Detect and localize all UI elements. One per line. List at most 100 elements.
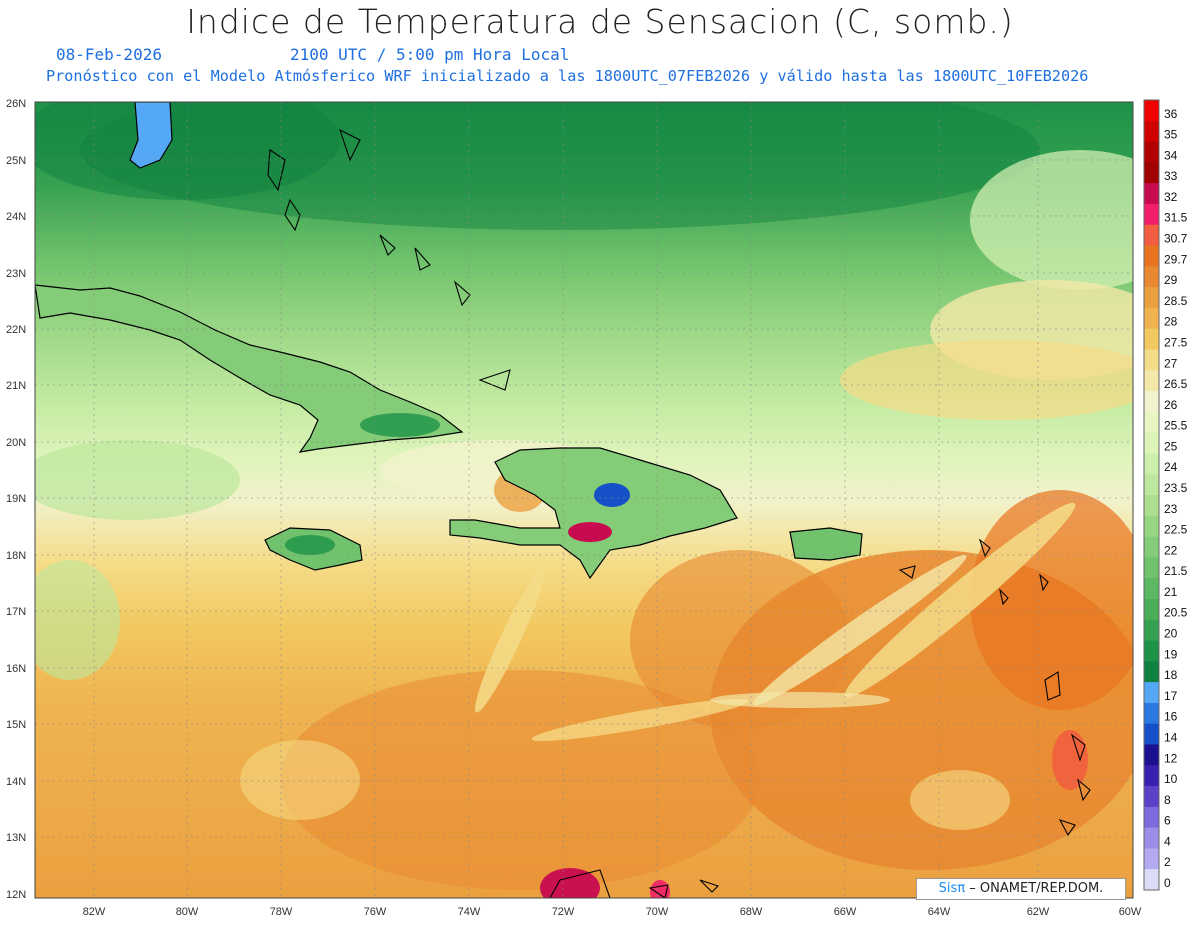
colorbar-swatch (1144, 557, 1159, 579)
lat-tick: 23N (6, 268, 26, 280)
colorbar-swatch (1144, 453, 1159, 475)
colorbar-label: 27.5 (1164, 335, 1188, 349)
colorbar-label: 21.5 (1164, 564, 1188, 578)
colorbar: 363534333231.530.729.72928.52827.52726.5… (1143, 99, 1188, 891)
colorbar-label: 21 (1164, 585, 1178, 599)
lon-axis: 82W 80W 78W 76W 74W 72W 70W 68W 66W 64W … (83, 906, 1142, 918)
lon-tick: 82W (83, 906, 106, 918)
forecast-time: 2100 UTC / 5:00 pm Hora Local (290, 45, 570, 64)
colorbar-swatch (1144, 702, 1159, 725)
colorbar-label: 18 (1164, 668, 1178, 682)
colorbar-swatch (1144, 723, 1159, 745)
colorbar-label: 24 (1164, 460, 1178, 474)
colorbar-label: 30.7 (1164, 232, 1188, 246)
lat-axis: 26N 25N 24N 23N 22N 21N 20N 19N 18N 17N … (6, 98, 26, 901)
lon-tick: 76W (364, 906, 387, 918)
colorbar-swatch (1144, 827, 1159, 849)
colorbar-label: 26 (1164, 398, 1178, 412)
colorbar-swatch (1144, 474, 1159, 496)
colorbar-swatch (1144, 203, 1159, 226)
colorbar-label: 31.5 (1164, 211, 1188, 225)
colorbar-swatch (1144, 515, 1159, 537)
lat-tick: 19N (6, 493, 26, 505)
map-frame (34, 101, 1134, 899)
colorbar-label: 12 (1164, 751, 1178, 765)
lat-tick: 14N (6, 776, 26, 788)
lon-tick: 70W (646, 906, 669, 918)
colorbar-swatch (1144, 432, 1159, 454)
puerto-rico (789, 527, 863, 561)
colorbar-swatch (1144, 578, 1159, 600)
colorbar-swatch (1144, 224, 1159, 246)
credit-sis: Sis (938, 881, 958, 896)
colorbar-label: 23.5 (1164, 481, 1188, 495)
colorbar-label: 33 (1164, 169, 1178, 183)
colorbar-swatch (1144, 183, 1159, 205)
colorbar-swatch (1144, 100, 1159, 122)
lat-tick: 25N (6, 155, 26, 167)
lon-tick: 62W (1027, 906, 1050, 918)
colorbar-swatch (1144, 495, 1159, 517)
credit-pi: π (957, 881, 966, 896)
lat-tick: 16N (6, 663, 26, 675)
colorbar-label: 28.5 (1164, 294, 1188, 308)
lon-tick: 74W (458, 906, 481, 918)
colorbar-label: 17 (1164, 689, 1178, 703)
colorbar-swatch (1144, 619, 1159, 641)
colorbar-label: 28 (1164, 315, 1178, 329)
colorbar-label: 14 (1164, 730, 1178, 744)
colorbar-label: 19 (1164, 647, 1178, 661)
colorbar-label: 27 (1164, 356, 1178, 370)
colorbar-label: 25 (1164, 439, 1178, 453)
colorbar-label: 0 (1164, 876, 1171, 890)
colorbar-swatch (1144, 162, 1159, 184)
lat-tick: 24N (6, 211, 26, 223)
lat-tick: 18N (6, 550, 26, 562)
colorbar-swatch (1144, 328, 1159, 350)
florida (129, 102, 173, 169)
colorbar-swatch (1144, 806, 1159, 829)
colorbar-label: 6 (1164, 814, 1171, 828)
colorbar-swatch (1144, 370, 1159, 392)
colorbar-swatch (1144, 349, 1159, 371)
colorbar-swatch (1144, 411, 1159, 434)
colorbar-swatch (1144, 869, 1159, 891)
lon-tick: 66W (834, 906, 857, 918)
colorbar-swatch (1144, 661, 1159, 683)
colorbar-label: 8 (1164, 793, 1171, 807)
colorbar-label: 23 (1164, 502, 1178, 516)
small-islands (267, 128, 1091, 898)
lon-tick: 72W (552, 906, 575, 918)
colorbar-swatch (1144, 765, 1159, 787)
colorbar-label: 29.7 (1164, 252, 1188, 266)
colorbar-swatch (1144, 744, 1159, 766)
land-masses (35, 102, 863, 580)
colorbar-label: 10 (1164, 772, 1178, 786)
colorbar-swatch (1144, 391, 1159, 413)
jamaica-highland (285, 535, 335, 555)
cuba (35, 284, 464, 453)
colorbar-swatch (1144, 141, 1159, 163)
colorbar-swatch (1144, 245, 1159, 267)
dr-cool-spot (594, 483, 630, 507)
lat-tick: 26N (6, 98, 26, 110)
colorbar-label: 20 (1164, 627, 1178, 641)
colorbar-swatch (1144, 682, 1159, 704)
lon-tick: 68W (740, 906, 763, 918)
colorbar-label: 32 (1164, 190, 1178, 204)
lat-tick: 20N (6, 437, 26, 449)
colorbar-swatch (1144, 598, 1159, 621)
colorbar-label: 2 (1164, 855, 1171, 869)
lat-tick: 22N (6, 324, 26, 336)
colorbar-label: 36 (1164, 107, 1178, 121)
colorbar-swatch (1144, 307, 1159, 330)
colorbar-label: 34 (1164, 148, 1178, 162)
colorbar-swatch (1144, 848, 1159, 870)
colorbar-frame (1143, 99, 1160, 891)
colorbar-label: 25.5 (1164, 419, 1188, 433)
lon-tick: 64W (928, 906, 951, 918)
haiti-warm-spot (568, 522, 612, 542)
lon-tick: 60W (1119, 906, 1142, 918)
colorbar-swatch (1144, 266, 1159, 288)
